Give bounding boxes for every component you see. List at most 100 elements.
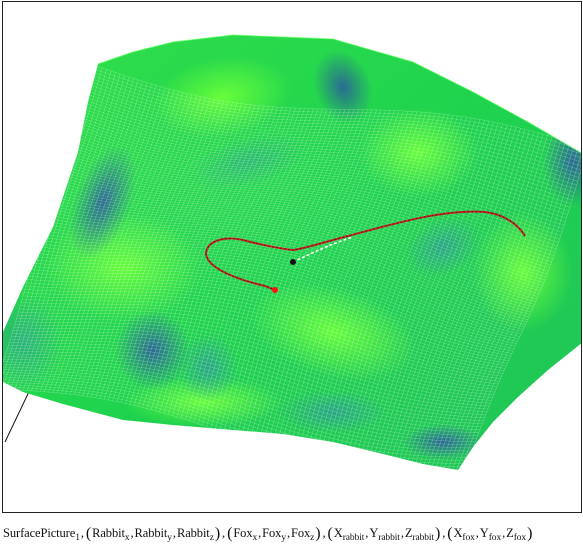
- mesh-line-u: [296, 111, 413, 456]
- mesh-line-u: [155, 106, 265, 411]
- expr-separator: ,: [502, 526, 506, 540]
- mesh-line-u: [39, 81, 143, 392]
- mesh-line-v: [35, 249, 517, 344]
- mesh-line-u: [364, 120, 485, 470]
- mesh-line-u: [313, 112, 431, 461]
- surface-expression[interactable]: SurfacePicture1, (Rabbitx,Rabbity,Rabbitz…: [3, 524, 581, 550]
- mesh-line-v: [85, 90, 579, 178]
- mesh-line-u: [9, 71, 112, 390]
- mesh-line-v: [56, 179, 543, 286]
- mesh-line-u: [22, 75, 125, 391]
- mesh-line-u: [69, 90, 175, 395]
- mesh-line-v: [88, 80, 581, 167]
- mesh-line-u: [108, 99, 215, 400]
- mesh-line-v: [72, 130, 564, 229]
- mesh-line-u: [317, 113, 436, 462]
- mesh-line-u: [390, 125, 512, 470]
- mesh-line-u: [99, 97, 206, 399]
- expr-variable: Fox: [291, 526, 311, 540]
- expr-variable: Rabbit: [176, 526, 210, 540]
- mesh-line-v: [49, 202, 534, 308]
- mesh-line-v: [11, 336, 486, 415]
- mesh-line-v: [22, 295, 501, 379]
- mesh-line-u: [441, 140, 566, 470]
- mesh-line-v: [3, 374, 470, 458]
- surface-plot-region[interactable]: [2, 1, 582, 513]
- mesh-line-v: [76, 119, 568, 215]
- expr-variable-subscript: z: [310, 533, 315, 543]
- expr-variable-subscript: z: [209, 533, 214, 543]
- mesh-line-v: [81, 104, 574, 197]
- mesh-line-v: [66, 149, 556, 253]
- expr-variable-subscript: fox: [488, 533, 502, 543]
- mesh-line-v: [67, 146, 557, 250]
- mesh-line-v: [72, 132, 562, 233]
- mesh-line-u: [249, 109, 364, 441]
- expr-close-paren: ): [434, 525, 441, 542]
- mesh-line-v: [61, 165, 549, 272]
- expr-open-paren: (: [447, 525, 453, 542]
- mesh-line-v: [29, 272, 509, 361]
- expr-separator: ,: [258, 526, 262, 540]
- expr-variable: Y: [479, 526, 489, 540]
- mesh-line-u: [415, 132, 539, 470]
- mesh-line-u: [330, 114, 449, 465]
- mesh-line-v: [27, 279, 507, 366]
- mesh-line-v: [44, 217, 528, 320]
- mesh-line-v: [7, 347, 482, 427]
- mesh-line-v: [62, 162, 550, 269]
- mesh-line-v: [4, 356, 478, 436]
- mesh-line-v: [39, 236, 522, 335]
- mesh-line-u: [462, 147, 581, 470]
- surface-plot-canvas[interactable]: [3, 2, 582, 513]
- mesh-line-u: [78, 92, 184, 396]
- mesh-line-v: [69, 141, 559, 243]
- mesh-line-u: [202, 108, 314, 426]
- mesh-line-v: [65, 151, 554, 256]
- mesh-line-u: [437, 139, 562, 470]
- mesh-line-u: [253, 109, 368, 443]
- mesh-line-v: [6, 350, 481, 430]
- mesh-line-v: [40, 233, 523, 332]
- fox-marker: [290, 259, 296, 265]
- rabbit-marker: [272, 287, 278, 293]
- mesh-line-u: [403, 129, 526, 470]
- mesh-line-u: [351, 117, 472, 469]
- mesh-line-u: [309, 112, 427, 460]
- expr-open-paren: (: [85, 525, 92, 542]
- mesh-line-v: [59, 170, 547, 278]
- mesh-line-v: [47, 208, 532, 313]
- mesh-line-u: [65, 89, 170, 394]
- mesh-line-u: [112, 100, 220, 401]
- mesh-line-u: [61, 87, 166, 394]
- mesh-line-v: [73, 127, 565, 226]
- mesh-line-u: [385, 124, 508, 470]
- expr-variable-subscript: x: [252, 533, 258, 543]
- mesh-line-u: [223, 109, 337, 433]
- mesh-line-u: [321, 113, 440, 463]
- expr-variable-subscript: y: [167, 533, 172, 543]
- mesh-line-u: [138, 104, 247, 407]
- mesh-line-u: [257, 109, 373, 444]
- mesh-line-v: [3, 358, 477, 439]
- mesh-line-v: [92, 68, 581, 152]
- mesh-line-u: [424, 135, 548, 470]
- expr-close-paren: ): [214, 525, 221, 542]
- mesh-line-v: [5, 353, 479, 433]
- mesh-line-v: [8, 345, 483, 424]
- mesh-line-u: [31, 78, 134, 391]
- mesh-line-v: [83, 96, 577, 186]
- mesh-line-u: [300, 111, 418, 457]
- mesh-line-u: [287, 110, 404, 454]
- mesh-line-u: [215, 109, 328, 430]
- mesh-line-u: [398, 128, 521, 470]
- mesh-line-v: [89, 77, 581, 163]
- mesh-line-v: [3, 371, 472, 455]
- mesh-line-v: [26, 282, 506, 369]
- mesh-line-u: [244, 109, 359, 440]
- mesh-line-v: [82, 99, 576, 189]
- expr-separator: ,: [172, 526, 176, 540]
- mesh-line-v: [51, 196, 536, 303]
- mesh-line-v: [79, 110, 572, 204]
- mesh-line-v: [87, 84, 581, 171]
